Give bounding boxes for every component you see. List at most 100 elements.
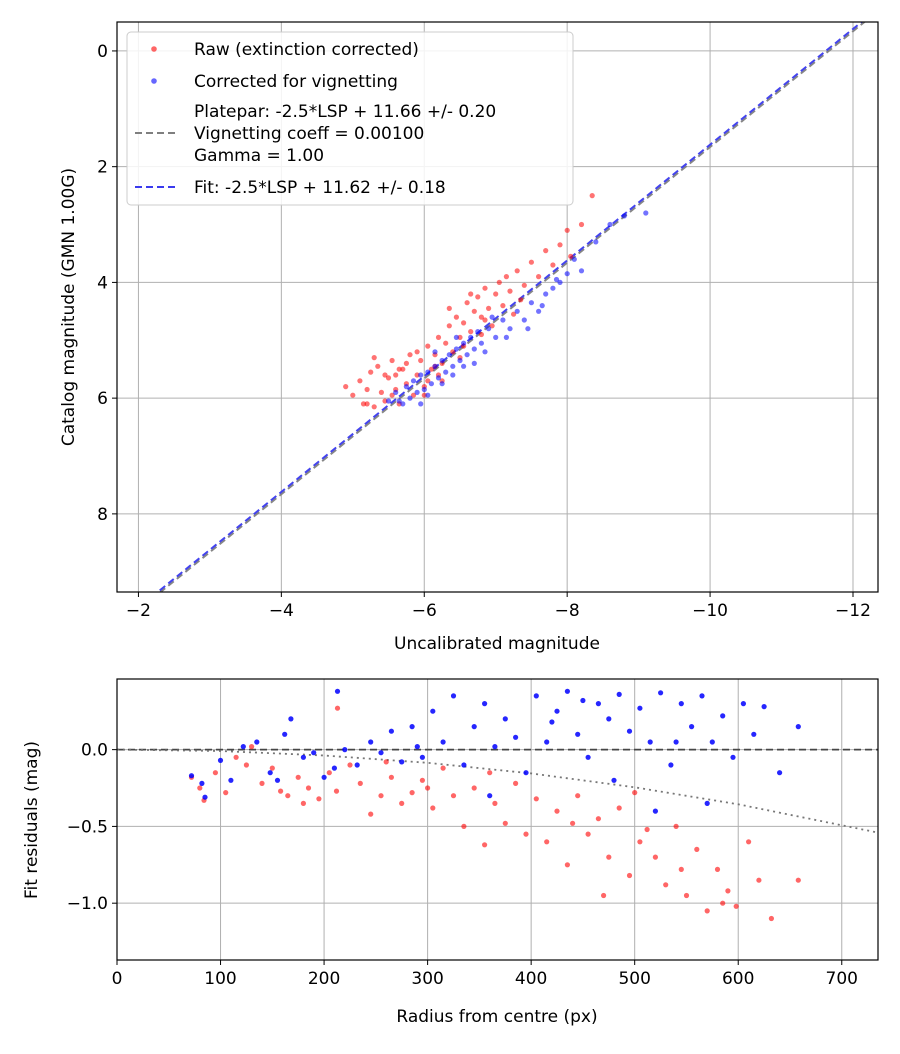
- top-corrected-point: [446, 352, 452, 358]
- top-raw-point: [507, 288, 513, 294]
- legend-corrected-marker: [151, 78, 157, 84]
- top-corrected-point: [450, 372, 456, 378]
- bot-corrected-point: [492, 744, 498, 750]
- bot-raw-point: [663, 882, 669, 888]
- bot-raw-point: [233, 754, 239, 760]
- top-x-tick-label: −4: [269, 601, 294, 621]
- top-axes-frame: [116, 21, 879, 593]
- bot-corrected-point: [502, 716, 508, 722]
- bot-corrected-point: [637, 705, 643, 711]
- top-corrected-point: [607, 221, 613, 228]
- bottom-ticks: 0 100 200 300 400 500 600 700 0.0 −0.5 −1.0: [67, 741, 858, 989]
- top-x-tick-label: −6: [412, 601, 437, 621]
- top-raw-point: [500, 303, 506, 309]
- top-corrected-point: [550, 285, 556, 291]
- top-raw-point: [496, 279, 502, 285]
- top-raw-point: [464, 300, 470, 306]
- top-corrected-point: [475, 329, 481, 335]
- bot-raw-point: [223, 790, 229, 796]
- bot-x-tick-label: 200: [308, 969, 340, 989]
- bot-corrected-point: [652, 808, 659, 814]
- top-corrected-point: [557, 279, 563, 285]
- top-raw-point: [435, 334, 442, 340]
- bot-raw-point: [278, 788, 284, 794]
- bot-raw-point: [644, 826, 650, 833]
- bot-corrected-point: [533, 693, 539, 699]
- bot-corrected-point: [419, 754, 425, 760]
- top-corrected-point: [471, 360, 477, 366]
- bot-corrected-point: [342, 747, 348, 753]
- top-corrected-point: [571, 256, 577, 262]
- top-corrected-point: [453, 346, 459, 352]
- top-y-tick-label: 8: [97, 505, 108, 525]
- top-raw-point: [389, 392, 395, 398]
- bot-raw-point: [333, 788, 340, 794]
- top-panel: −2 −4 −6 −8 −10 −12 0 2 4 6 8 Uncalibrated magnitu…: [59, 21, 879, 654]
- top-corrected-point: [450, 363, 456, 369]
- bot-corrected-point: [288, 716, 294, 722]
- bot-corrected-point: [673, 739, 679, 745]
- top-corrected-point: [461, 340, 467, 346]
- bot-raw-point: [482, 842, 488, 848]
- bot-corrected-point: [585, 754, 591, 760]
- top-raw-point: [510, 311, 517, 317]
- bot-corrected-point: [616, 691, 622, 698]
- top-raw-point: [543, 248, 549, 254]
- top-corrected-point: [393, 389, 399, 395]
- bot-corrected-point: [202, 794, 208, 800]
- top-corrected-point: [621, 213, 627, 219]
- bot-corrected-point: [611, 777, 617, 783]
- bot-raw-point: [197, 785, 203, 791]
- top-corrected-point: [421, 386, 427, 393]
- top-corrected-point: [425, 392, 431, 398]
- bot-raw-point: [523, 831, 529, 837]
- bot-corrected-point: [751, 731, 757, 737]
- bot-y-tick-label: −0.5: [67, 817, 108, 837]
- legend-fit-label: Fit: -2.5*LSP + 11.62 +/- 0.18: [194, 178, 446, 198]
- bot-corrected-point: [368, 739, 374, 745]
- top-corrected-point: [514, 308, 520, 314]
- top-raw-point: [425, 343, 431, 349]
- top-fit-line: [156, 22, 864, 592]
- bot-raw-point: [471, 785, 477, 791]
- top-raw-point: [396, 366, 402, 372]
- bot-raw-point: [606, 854, 612, 860]
- top-raw-point: [461, 320, 467, 326]
- bot-corrected-point: [254, 739, 260, 745]
- top-raw-point: [482, 317, 488, 323]
- top-raw-point: [446, 323, 452, 329]
- top-raw-point: [503, 274, 509, 280]
- bot-raw-point: [694, 846, 700, 853]
- top-raw-point: [550, 262, 556, 268]
- top-corrected-point: [400, 401, 406, 407]
- bot-x-tick-label: 300: [411, 969, 443, 989]
- bot-raw-point: [704, 908, 710, 914]
- top-corrected-point: [439, 357, 445, 364]
- top-raw-point: [371, 404, 377, 410]
- bot-raw-point: [652, 854, 659, 860]
- bot-raw-point: [425, 785, 431, 791]
- top-corrected-point: [418, 372, 424, 378]
- top-raw-point: [414, 372, 420, 378]
- bot-corrected-point: [450, 693, 457, 699]
- top-raw-point: [478, 331, 484, 338]
- top-y-tick-label: 2: [97, 158, 108, 178]
- top-raw-point: [443, 340, 449, 346]
- top-raw-point: [568, 253, 574, 259]
- top-x-tick-label: −10: [692, 601, 728, 621]
- top-y-tick-label: 0: [97, 42, 108, 62]
- bot-raw-point: [461, 823, 467, 830]
- bot-corrected-point: [430, 708, 436, 714]
- bot-corrected-point: [513, 734, 519, 740]
- bot-corrected-point: [709, 739, 715, 745]
- bot-corrected-point: [311, 750, 317, 756]
- bot-x-tick-label: 600: [722, 969, 754, 989]
- top-corrected-point: [407, 395, 413, 401]
- bot-raw-point: [768, 915, 775, 922]
- legend-raw-marker: [151, 46, 157, 52]
- bot-corrected-point: [658, 690, 664, 696]
- top-corrected-point: [593, 239, 599, 245]
- top-corrected-point: [403, 384, 409, 390]
- top-raw-point: [578, 221, 585, 228]
- bot-raw-point: [399, 800, 405, 807]
